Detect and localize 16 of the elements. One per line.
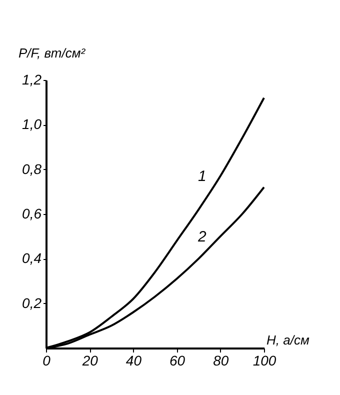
series-label: 1 [198, 168, 206, 186]
x-tick-label: 100 [252, 352, 276, 368]
x-tick-label: 0 [42, 352, 51, 368]
y-tick-label: 0,6 [22, 206, 42, 222]
x-tick-label: 80 [213, 352, 229, 368]
y-axis-title: P/F, вт/см² [18, 46, 86, 60]
y-tick-label: 1,0 [22, 116, 42, 132]
x-tick-label: 60 [170, 352, 186, 368]
x-tick-label: 20 [81, 352, 98, 368]
series-label: 2 [197, 228, 208, 246]
x-tick-label: 40 [126, 352, 142, 368]
y-tick-label: 0,4 [22, 250, 42, 266]
x-axis-title: H, а/см [266, 332, 310, 348]
y-tick-label: 1,2 [22, 72, 42, 88]
y-tick-label: 0,8 [22, 160, 42, 177]
y-tick-label: 0,2 [22, 294, 42, 311]
